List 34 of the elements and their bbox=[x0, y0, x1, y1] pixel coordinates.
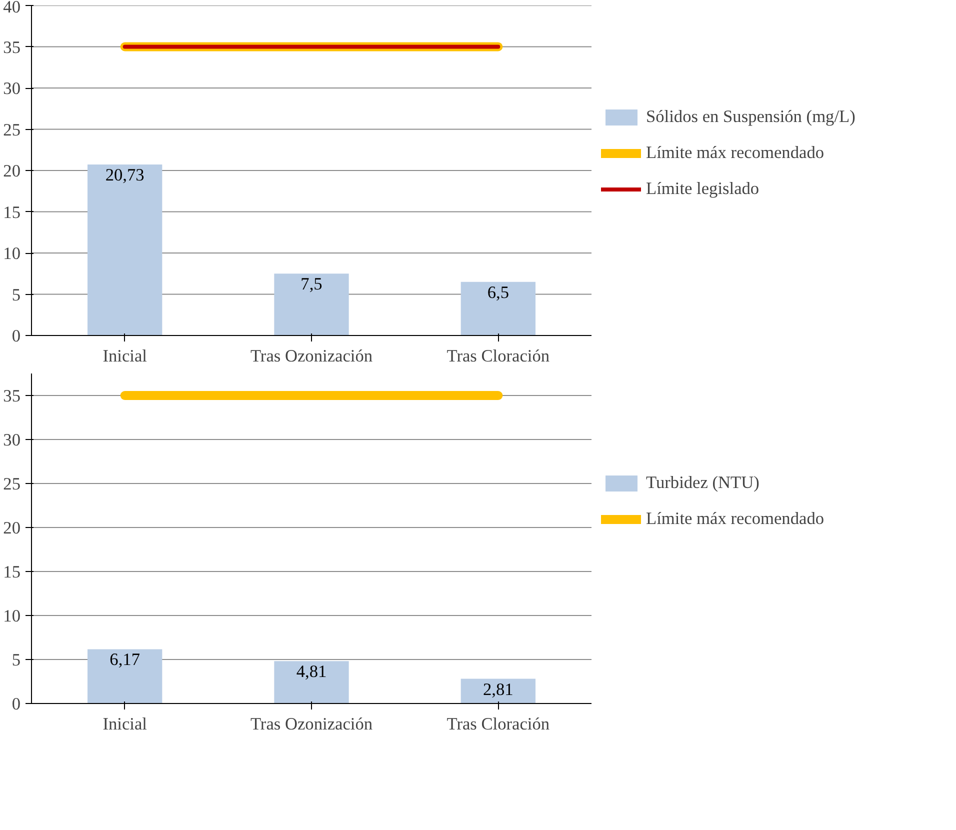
x-tick-label: Tras Ozonización bbox=[250, 346, 373, 366]
data-label: 7,5 bbox=[300, 274, 322, 294]
y-tick-label: 15 bbox=[3, 202, 20, 222]
y-tick-label: 15 bbox=[3, 562, 20, 582]
y-tick-label: 35 bbox=[3, 38, 20, 57]
y-tick-label: 40 bbox=[3, 0, 20, 16]
legend-label: Límite legislado bbox=[646, 179, 760, 199]
y-tick-label: 20 bbox=[3, 518, 20, 538]
data-label: 20,73 bbox=[105, 165, 144, 184]
y-tick-label: 25 bbox=[3, 474, 20, 494]
legend-label: Sólidos en Suspensión (mg/L) bbox=[646, 107, 856, 127]
x-tick-label: Tras Ozonización bbox=[250, 714, 373, 734]
y-tick-label: 25 bbox=[3, 120, 20, 140]
x-tick-label: Inicial bbox=[102, 346, 148, 366]
y-tick-label: 20 bbox=[3, 162, 20, 180]
legend-label: Turbidez (NTU) bbox=[646, 473, 760, 493]
y-tick-label: 5 bbox=[12, 285, 21, 304]
y-tick-label: 0 bbox=[12, 694, 21, 714]
y-tick-label: 5 bbox=[12, 650, 21, 670]
data-label: 4,81 bbox=[296, 662, 327, 682]
legend-label: Límite máx recomendado bbox=[646, 509, 824, 529]
data-label: 6,17 bbox=[110, 650, 140, 670]
y-tick-label: 35 bbox=[3, 386, 20, 406]
y-tick-label: 30 bbox=[3, 430, 20, 450]
y-tick-label: 30 bbox=[3, 79, 20, 98]
x-tick-label: Inicial bbox=[102, 714, 148, 734]
y-tick-label: 0 bbox=[12, 326, 21, 346]
x-tick-label: Tras Cloración bbox=[446, 346, 550, 366]
x-tick-label: Tras Cloración bbox=[446, 714, 550, 734]
data-label: 6,5 bbox=[487, 282, 510, 302]
data-label: 2,81 bbox=[483, 680, 514, 699]
legend-label: Límite máx recomendado bbox=[646, 143, 824, 163]
y-tick-label: 10 bbox=[3, 606, 20, 626]
y-tick-label: 10 bbox=[3, 244, 20, 263]
